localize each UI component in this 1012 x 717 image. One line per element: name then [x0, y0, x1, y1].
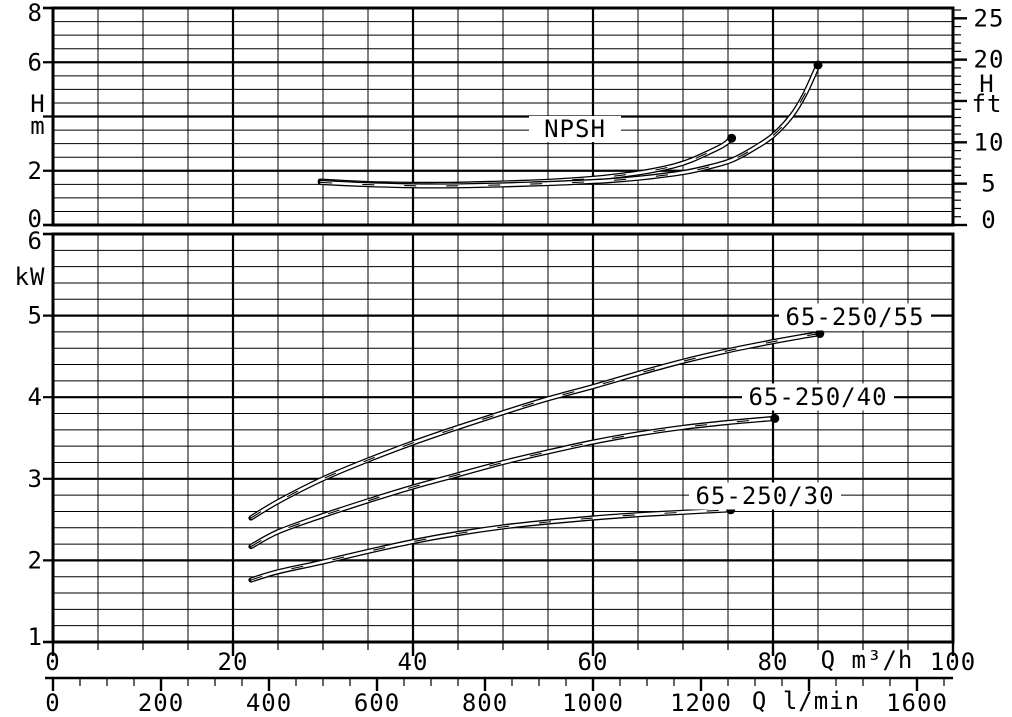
curve-label-65-250-30: 65-250/30: [689, 482, 841, 510]
curve-label-65-250-30-text: 65-250/30: [695, 482, 834, 510]
curve-core: [320, 137, 733, 186]
lmin-tick-label: 200: [138, 689, 184, 717]
curve-npsh-curve-short: [317, 133, 737, 187]
npsh-label-mask: [529, 116, 621, 142]
curve-outline: [317, 135, 735, 187]
y-axis-ft: 0 5 10 20 25 Hft: [953, 4, 1005, 234]
curve-label-65-250-30-mask: [689, 482, 841, 510]
kw-tick-label: 2: [28, 546, 43, 574]
npsh-label-text: NPSH: [544, 115, 606, 143]
y-axis-m: 0 2 6 8 Hm: [28, 0, 45, 233]
curve-label-65-250-55-text: 65-250/55: [785, 303, 924, 331]
y-axis-unit-kw: kW: [15, 263, 46, 291]
curve-65-250-40: [248, 413, 780, 550]
major-gridlines: [43, 234, 953, 642]
lmin-tick-label: 1600: [886, 689, 948, 717]
curve-end-dot: [727, 133, 737, 143]
curve-label-65-250-40-mask: [742, 383, 894, 411]
npsh-label: NPSH: [529, 115, 621, 143]
y-axis-unit-ft: ft: [972, 90, 1003, 118]
ft-tick-label: 25: [974, 4, 1005, 32]
x-tick-label: 40: [398, 648, 429, 676]
curve-dash-marks: [320, 137, 732, 185]
curve-label-65-250-55-mask: [779, 303, 931, 331]
x-axis-m3h: 0 20 40 60 80 100 Q m³/h: [45, 642, 976, 676]
ft-tick-label: 5: [981, 170, 996, 198]
lmin-tick-label: 0: [45, 689, 60, 717]
kw-tick-label: 4: [28, 383, 43, 411]
kw-tick-label: 6: [28, 227, 43, 255]
kw-tick-label: 3: [28, 465, 43, 493]
m-tick-label: 0: [28, 205, 43, 233]
lmin-tick-label: 1000: [562, 689, 624, 717]
curve-core: [250, 417, 775, 548]
y-axis-unit-h-right: H: [979, 70, 994, 98]
m-tick-label: 8: [28, 0, 43, 27]
power-panel: 1 2 3 4 5 6 kW 65-250/55 65-250/40 65-250/30: [15, 227, 955, 651]
npsh-curves: [317, 60, 823, 189]
major-gridlines: [43, 8, 953, 225]
x-tick-label: 20: [218, 648, 249, 676]
curve-65-250-55: [248, 329, 825, 521]
lmin-tick-label: 600: [354, 689, 400, 717]
x-axis-unit-lmin: Q l/min: [752, 687, 860, 715]
y-axis-kw: 1 2 3 4 5 6 kW: [15, 227, 46, 651]
curve-end-dot: [770, 413, 780, 423]
curve-dash-marks: [320, 64, 819, 187]
ft-tick-label: 10: [974, 128, 1005, 156]
curve-npsh-curve-long: [317, 60, 823, 189]
y-axis-unit-h: H: [30, 90, 45, 118]
x-axis-lmin: 0 200 400 600 800 1000 1200 1600 Q l/min: [45, 676, 953, 717]
lmin-tick-label: 400: [246, 689, 292, 717]
curve-label-65-250-55: 65-250/55: [779, 303, 931, 331]
y-axis-unit-m: m: [30, 112, 45, 140]
kw-tick-label: 5: [28, 302, 43, 330]
kw-tick-label: 1: [28, 623, 43, 651]
m-tick-label: 2: [28, 157, 43, 185]
lmin-tick-label: 1200: [670, 689, 732, 717]
m-tick-label: 6: [28, 48, 43, 76]
npsh-panel: 0 2 6 8 Hm 0 5 10 20 25 Hft NPSH: [28, 0, 1005, 234]
curve-label-65-250-40-text: 65-250/40: [748, 383, 887, 411]
minor-gridlines: [53, 234, 953, 642]
panel-border: [51, 6, 955, 227]
curve-core: [250, 508, 731, 582]
power-curves: [248, 329, 825, 583]
ft-tick-label: 20: [974, 46, 1005, 74]
ft-tick-label: 0: [981, 206, 996, 234]
x-tick-label: 0: [45, 648, 60, 676]
x-tick-label: 100: [930, 648, 976, 676]
curve-end-dot: [815, 329, 825, 339]
lmin-tick-label: 800: [462, 689, 508, 717]
x-tick-label: 80: [758, 648, 789, 676]
curve-end-dot: [813, 60, 823, 70]
curve-label-65-250-40: 65-250/40: [742, 383, 894, 411]
x-axis-unit-m3h: Q m³/h: [821, 646, 914, 674]
curve-core: [250, 332, 820, 520]
x-tick-label: 60: [578, 648, 609, 676]
